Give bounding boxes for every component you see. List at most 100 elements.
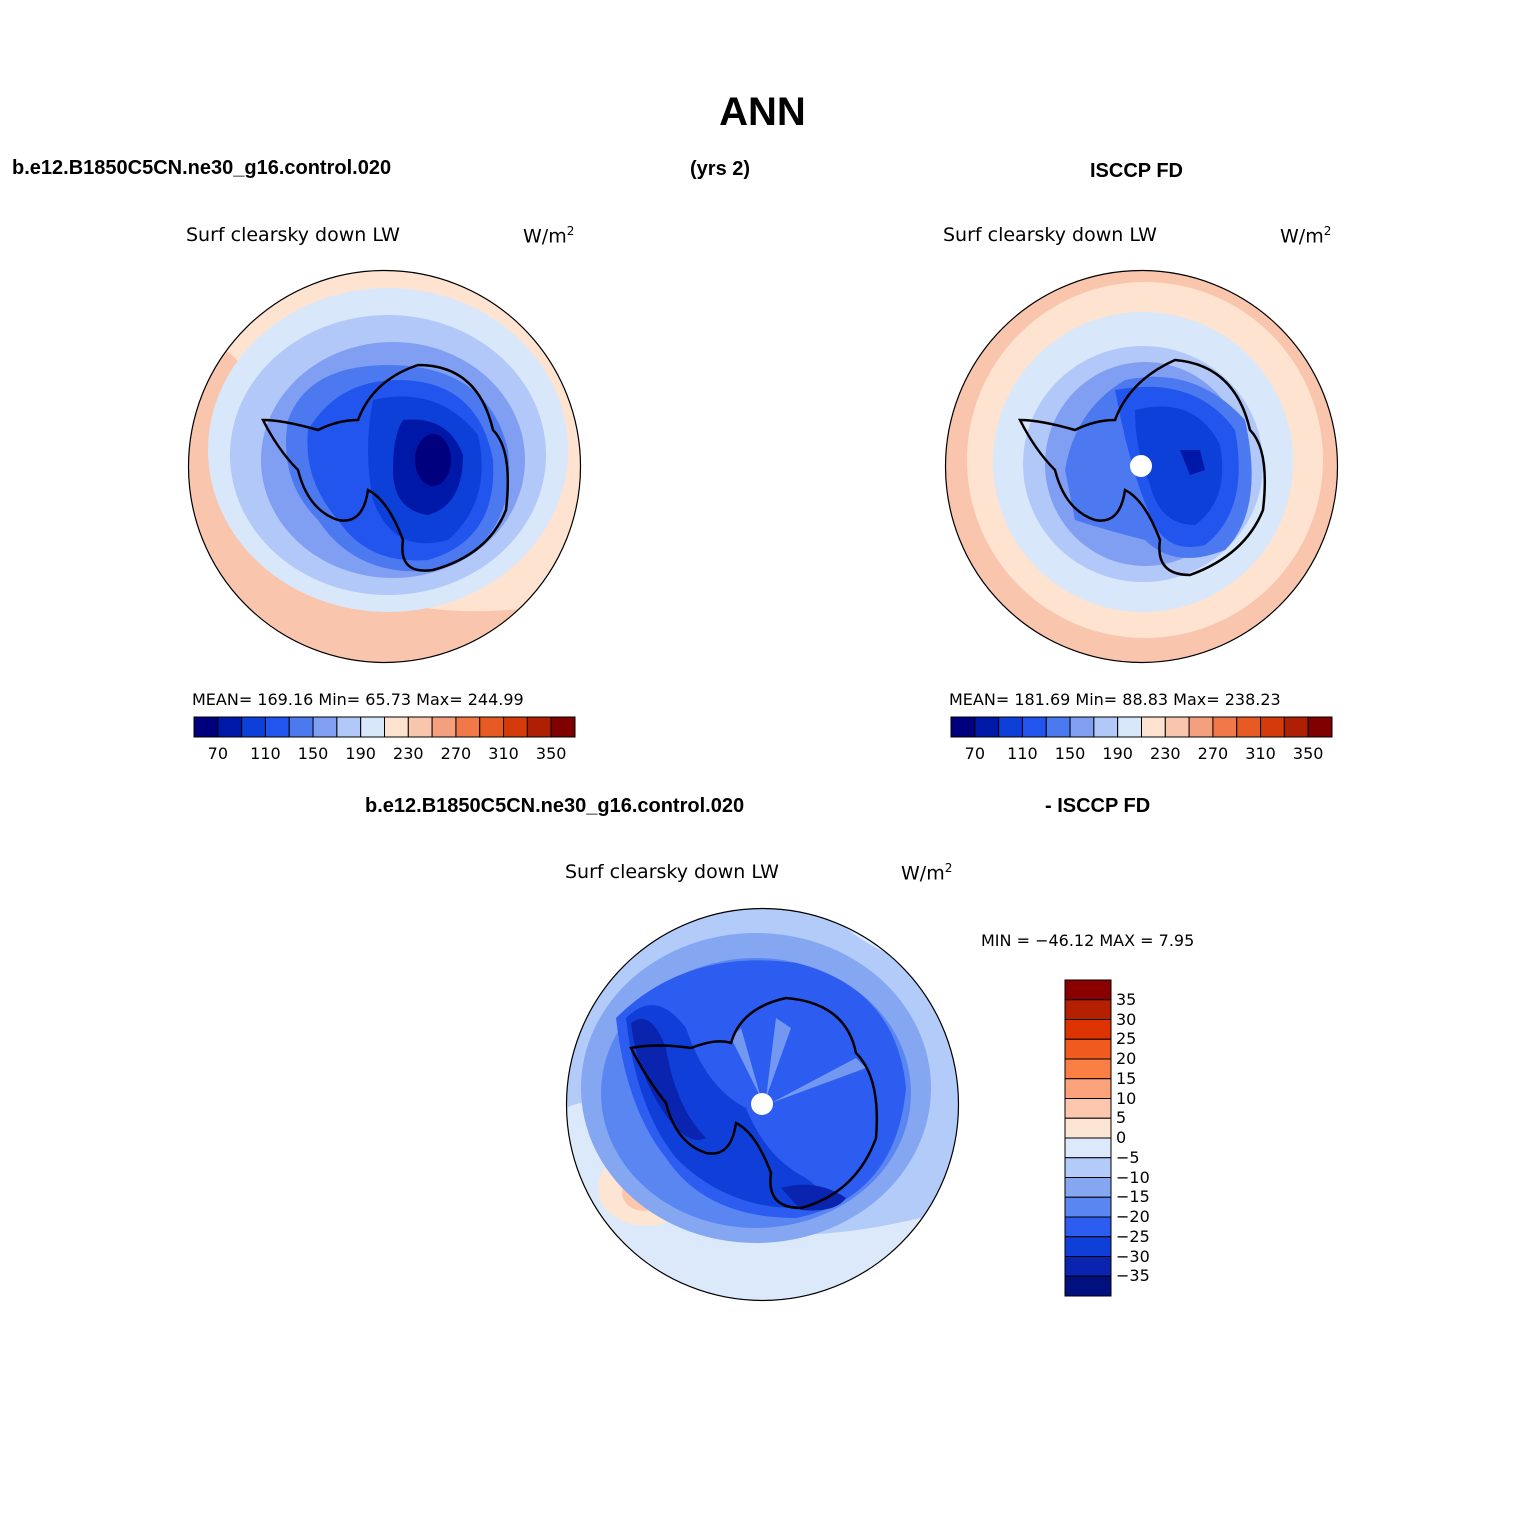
colorbar-swatch	[336, 716, 362, 738]
colorbar-swatch	[1064, 1256, 1112, 1277]
cb3-tick: 5	[1116, 1108, 1127, 1128]
colorbar-swatch	[1283, 716, 1309, 738]
obs-colorbar	[950, 716, 1333, 738]
colorbar-swatch	[550, 716, 576, 738]
diff-units: W/m2	[901, 861, 953, 885]
colorbar-swatch	[217, 716, 243, 738]
model-variable-title: Surf clearsky down LW	[186, 224, 400, 246]
cb2-tick: 350	[1292, 744, 1324, 763]
colorbar-swatch	[1064, 1019, 1112, 1040]
cb1-tick: 350	[535, 744, 567, 763]
cb3-tick: −25	[1116, 1226, 1150, 1246]
obs-field-band-6	[1135, 406, 1223, 525]
colorbar-swatch	[1064, 1275, 1112, 1297]
model-colorbar	[193, 716, 576, 738]
cb3-tick: −20	[1116, 1207, 1150, 1226]
colorbar-swatch	[407, 716, 433, 738]
cb1-tick: 110	[250, 744, 281, 763]
diff-field-band-0	[566, 1102, 959, 1301]
model-stats: MEAN= 169.16 Min= 65.73 Max= 244.99	[192, 690, 524, 709]
colorbar-swatch	[264, 716, 290, 738]
diff-coastline	[629, 996, 879, 1210]
colorbar-swatch	[1064, 1157, 1112, 1178]
cb3-tick: 25	[1116, 1029, 1137, 1049]
cb3-tick: −5	[1116, 1147, 1140, 1167]
obs-variable-title: Surf clearsky down LW	[943, 224, 1157, 246]
model-field-min	[415, 434, 451, 486]
colorbar-swatch	[1260, 716, 1285, 738]
obs-polar-map	[944, 269, 1339, 664]
diff-polar-map	[565, 907, 960, 1302]
colorbar-swatch	[998, 716, 1023, 738]
colorbar-swatch	[193, 716, 219, 738]
obs-map-border	[944, 269, 1339, 664]
figure-title: ANN	[719, 90, 806, 134]
diff-pole-missing	[751, 1093, 773, 1115]
cb1-tick: 190	[345, 744, 376, 763]
cb1-tick: 310	[488, 744, 519, 763]
colorbar-swatch	[1188, 716, 1214, 738]
colorbar-swatch	[479, 716, 505, 738]
cb2-tick: 150	[1054, 744, 1086, 763]
colorbar-swatch	[1021, 716, 1047, 738]
obs-stats: MEAN= 181.69 Min= 88.83 Max= 238.23	[949, 690, 1281, 709]
obs-colorbar-ticks: 70 110 150 190 230 270 310 350	[951, 744, 1332, 764]
obs-field-min	[1180, 450, 1205, 475]
colorbar-swatch	[1307, 716, 1333, 738]
cb2-tick: 310	[1245, 744, 1276, 763]
colorbar-swatch	[526, 716, 552, 738]
cb3-tick: 0	[1116, 1128, 1127, 1147]
cb3-tick: −10	[1116, 1167, 1150, 1187]
colorbar-swatch	[241, 716, 266, 738]
case-name-label: b.e12.B1850C5CN.ne30_g16.control.020	[12, 157, 392, 179]
model-units: W/m2	[523, 224, 575, 248]
colorbar-swatch	[1117, 716, 1142, 738]
diff-colorbar-ticks: 35 30 25 20 15 10 5 0 −5 −10 −15 −20 −25…	[1116, 980, 1176, 1296]
colorbar-swatch	[1064, 1236, 1112, 1257]
colorbar-swatch	[1164, 716, 1190, 738]
model-polar-map	[187, 269, 582, 664]
model-coastline	[260, 363, 510, 572]
colorbar-swatch	[1064, 1078, 1112, 1099]
colorbar-swatch	[1045, 716, 1071, 738]
colorbar-swatch	[384, 716, 409, 738]
obs-coastline	[1017, 358, 1267, 577]
diff-obs-label: - ISCCP FD	[1045, 795, 1151, 817]
cb3-tick: 20	[1116, 1049, 1137, 1068]
diff-field-band-4	[626, 1005, 824, 1208]
colorbar-swatch	[974, 716, 1000, 738]
colorbar-swatch	[1212, 716, 1238, 738]
cb2-tick: 230	[1150, 744, 1181, 763]
cb3-tick: −35	[1116, 1266, 1150, 1286]
obs-name-label: ISCCP FD	[1090, 160, 1183, 182]
colorbar-swatch	[312, 716, 338, 738]
colorbar-swatch	[360, 716, 385, 738]
colorbar-swatch	[1064, 1058, 1112, 1080]
years-label: (yrs 2)	[690, 158, 751, 180]
cb1-tick: 70	[207, 744, 228, 763]
colorbar-swatch	[455, 716, 481, 738]
colorbar-swatch	[1064, 1177, 1112, 1198]
cb3-tick: −30	[1116, 1246, 1150, 1266]
cb3-tick: 30	[1116, 1009, 1137, 1029]
obs-units: W/m2	[1280, 224, 1332, 248]
colorbar-swatch	[1064, 1196, 1112, 1218]
diff-case-label: b.e12.B1850C5CN.ne30_g16.control.020	[365, 795, 745, 817]
cb3-tick: 15	[1116, 1068, 1137, 1088]
cb3-tick: 35	[1116, 989, 1137, 1009]
colorbar-swatch	[1064, 1117, 1112, 1139]
colorbar-swatch	[1141, 716, 1166, 738]
cb2-tick: 190	[1102, 744, 1133, 763]
colorbar-swatch	[1093, 716, 1119, 738]
colorbar-swatch	[1064, 1098, 1112, 1119]
diff-map-border	[565, 907, 960, 1302]
model-field-warm-band	[188, 348, 581, 663]
colorbar-swatch	[288, 716, 314, 738]
cb2-tick: 110	[1007, 744, 1038, 763]
colorbar-swatch	[1064, 999, 1112, 1020]
cb2-tick: 270	[1197, 744, 1229, 763]
model-map-border	[187, 269, 582, 664]
diff-variable-title: Surf clearsky down LW	[565, 861, 779, 883]
diff-field-band-5b	[781, 1184, 846, 1211]
diff-field-band-5	[631, 1018, 706, 1140]
